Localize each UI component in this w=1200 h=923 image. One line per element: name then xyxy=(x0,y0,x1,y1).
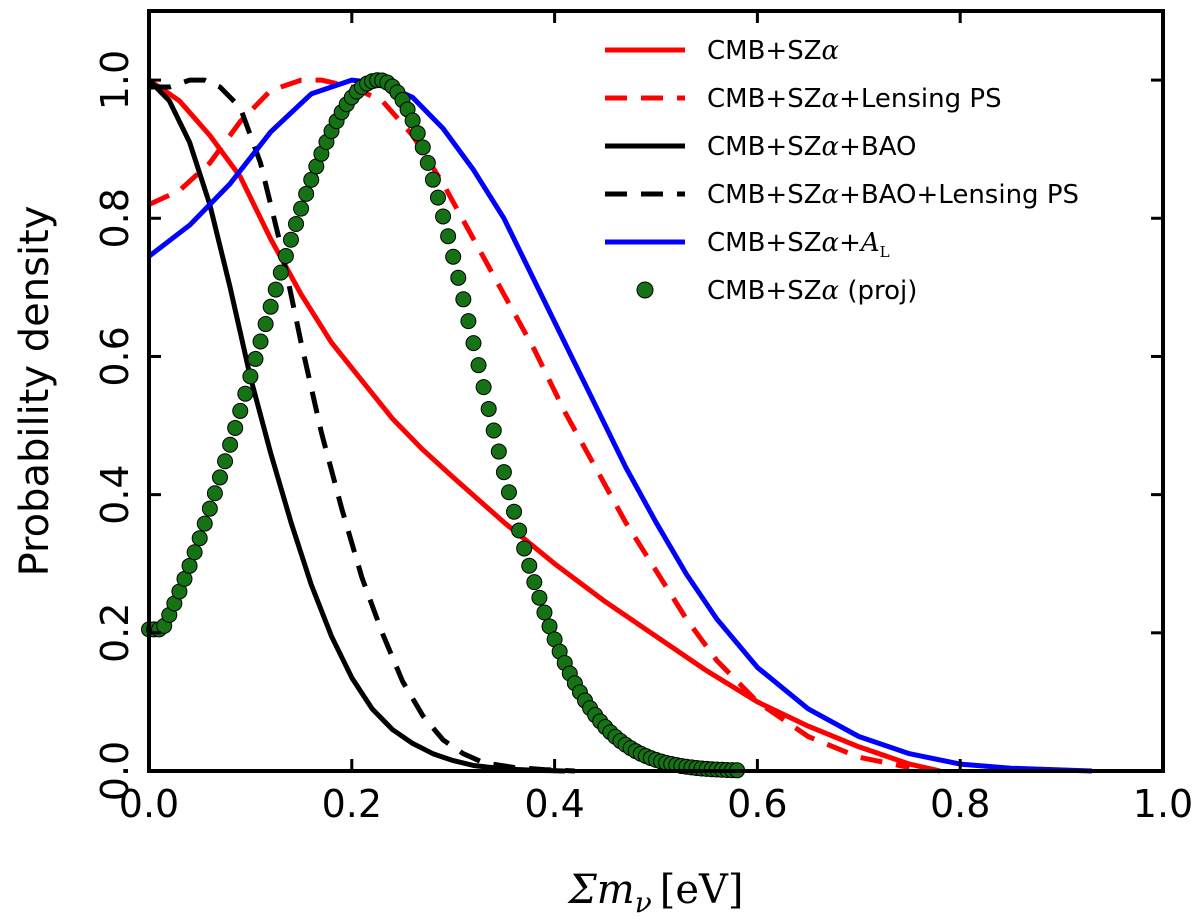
series-5-point xyxy=(232,402,249,419)
series-5-point xyxy=(247,350,264,367)
series-5-point xyxy=(460,313,477,330)
series-5-point xyxy=(206,485,223,502)
series-5-markers xyxy=(141,72,746,779)
series-5-point xyxy=(485,422,502,439)
x-axis-label: Σmν [eV] xyxy=(566,867,743,919)
series-5-point xyxy=(414,139,431,156)
legend-entry-0: CMB+SZα xyxy=(605,36,840,66)
series-5-point xyxy=(303,171,320,188)
series-5-point xyxy=(272,264,289,281)
series-5-point xyxy=(419,154,436,171)
series-4-line xyxy=(147,77,1093,774)
y-tick-label-4: 0.8 xyxy=(93,188,137,248)
series-5-point xyxy=(531,589,548,606)
x-axis-label-subscript: ν xyxy=(635,886,652,919)
legend-label-5: CMB+SZα (proj) xyxy=(707,276,917,306)
y-axis-label: Probability density xyxy=(12,206,58,577)
series-5-point xyxy=(277,248,294,265)
series-5-point xyxy=(227,419,244,436)
series-2-line xyxy=(147,78,565,774)
series-5-point xyxy=(490,443,507,460)
series-5-point xyxy=(521,557,538,574)
legend-label-3: CMB+SZα+BAO+Lensing PS xyxy=(707,180,1079,210)
x-tick-label-3: 0.6 xyxy=(727,782,787,826)
series-5-point xyxy=(196,515,213,532)
legend: CMB+SZα CMB+SZα+Lensing PS CMB+SZα+BAO CMB+… xyxy=(605,36,1079,306)
series-5-point xyxy=(536,604,553,621)
series-5-point xyxy=(440,228,457,245)
series-5-point xyxy=(526,574,543,591)
series-0-line xyxy=(147,78,941,774)
series-5-point xyxy=(445,248,462,265)
legend-label-0: CMB+SZα xyxy=(707,36,840,66)
series-5-point xyxy=(506,503,523,520)
legend-label-4: CMB+SZα+AL xyxy=(707,228,890,261)
series-5-point xyxy=(237,385,254,402)
x-axis-label-unit: [eV] xyxy=(660,867,744,913)
legend-label-2: CMB+SZα+BAO xyxy=(707,132,917,162)
legend-label-1: CMB+SZα+Lensing PS xyxy=(707,84,1002,114)
series-5-point xyxy=(435,208,452,225)
series-5-point xyxy=(470,357,487,374)
series-5-point xyxy=(191,530,208,547)
series-5-point xyxy=(201,500,218,517)
series-5-point xyxy=(480,400,497,417)
legend-entry-1: CMB+SZα+Lensing PS xyxy=(605,84,1002,114)
series-5-point xyxy=(257,316,274,333)
legend-entry-5: CMB+SZα (proj) xyxy=(636,276,917,306)
series-layer xyxy=(141,72,1093,779)
x-axis-label-symbol: Σm xyxy=(566,867,634,913)
series-5-point xyxy=(262,298,279,315)
legend-entry-4: CMB+SZα+AL xyxy=(605,228,890,261)
series-5-point xyxy=(450,269,467,286)
legend-marker-5 xyxy=(636,281,654,299)
series-5-point xyxy=(455,291,472,308)
y-tick-label-0: 0.0 xyxy=(93,741,137,801)
series-5-point xyxy=(409,125,426,142)
series-5-point xyxy=(267,281,284,298)
series-5-point xyxy=(475,379,492,396)
plot-frame xyxy=(147,9,1165,773)
legend-entry-3: CMB+SZα+BAO+Lensing PS xyxy=(605,180,1079,210)
series-5-point xyxy=(186,544,203,561)
series-5-point xyxy=(181,557,198,574)
y-tick-label-1: 0.2 xyxy=(93,603,137,663)
series-5-point xyxy=(211,469,228,486)
series-5-point xyxy=(424,171,441,188)
series-5-point xyxy=(242,368,259,385)
series-5-point xyxy=(516,540,533,557)
tick-layer: 0.0 0.2 0.4 0.6 0.8 1.0 0.0 0.2 0.4 0.6 0.8 1.0 xyxy=(93,11,1193,826)
series-5-point xyxy=(217,453,234,470)
series-5-point xyxy=(222,436,239,453)
series-5-point xyxy=(293,200,310,217)
series-5-point xyxy=(511,522,528,539)
series-5-point xyxy=(465,335,482,352)
legend-entry-2: CMB+SZα+BAO xyxy=(605,132,917,162)
series-3-line xyxy=(149,77,576,774)
y-tick-label-5: 1.0 xyxy=(93,50,137,110)
x-tick-label-4: 0.8 xyxy=(930,782,990,826)
series-5-point xyxy=(252,333,269,350)
x-tick-label-0: 0.0 xyxy=(119,782,179,826)
series-1-line xyxy=(147,77,910,770)
series-5-point xyxy=(429,189,446,206)
x-tick-label-2: 0.4 xyxy=(524,782,584,826)
x-tick-label-5: 1.0 xyxy=(1133,782,1193,826)
x-tick-label-1: 0.2 xyxy=(322,782,382,826)
series-5-point xyxy=(288,215,305,232)
y-tick-label-3: 0.6 xyxy=(93,326,137,386)
series-5-point xyxy=(282,231,299,248)
series-5-point xyxy=(298,185,315,202)
y-tick-label-2: 0.4 xyxy=(93,464,137,524)
series-5-point xyxy=(495,464,512,481)
series-5-point xyxy=(500,484,517,501)
